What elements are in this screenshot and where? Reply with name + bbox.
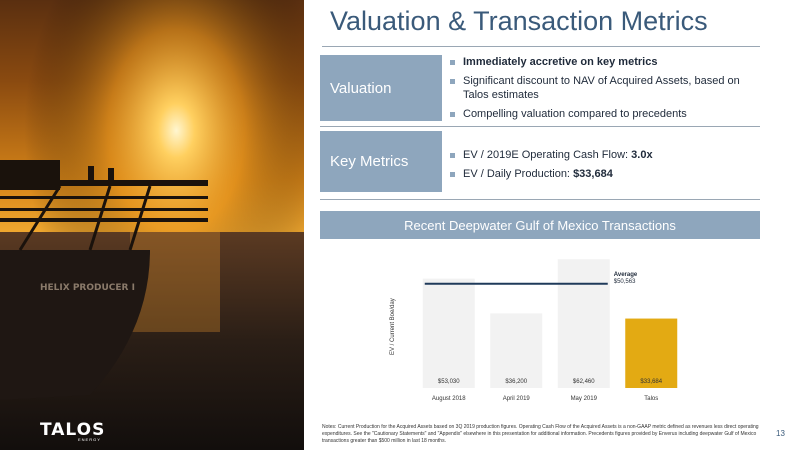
bar-talos — [625, 318, 678, 388]
title-divider — [322, 46, 760, 47]
bar-may-2019 — [557, 259, 610, 388]
bar-value-label: $62,460 — [573, 379, 595, 385]
valuation-bullet-3: Compelling valuation compared to precede… — [449, 107, 749, 121]
bar-april-2019 — [490, 313, 543, 388]
section-divider — [320, 126, 760, 127]
bullet-square-icon — [450, 79, 455, 84]
bullet-text: Immediately accretive on key metrics — [463, 56, 658, 68]
page-number: 13 — [776, 429, 785, 438]
bullet-value: $33,684 — [573, 168, 613, 180]
x-tick-label: Talos — [644, 396, 658, 402]
bar-value-label: $53,030 — [438, 379, 460, 385]
average-label: Average — [614, 272, 638, 278]
logo-text: TALOS — [40, 420, 106, 440]
bullet-value: 3.0x — [631, 149, 653, 161]
section-divider — [320, 199, 760, 200]
bullet-square-icon — [450, 60, 455, 65]
bullet-square-icon — [450, 112, 455, 117]
average-value-label: $50,563 — [614, 279, 636, 285]
bar-value-label: $33,684 — [640, 379, 662, 385]
banner-title: Recent Deepwater Gulf of Mexico Transact… — [404, 217, 676, 233]
sunset-platform-photo: HELIX PRODUCER I TALOS ENERGY — [0, 0, 304, 450]
key-metrics-bullet-2: EV / Daily Production: $33,684 — [449, 167, 749, 181]
valuation-bullet-1: Immediately accretive on key metrics — [449, 55, 749, 69]
valuation-label-box: Valuation — [320, 55, 442, 121]
footnotes: Notes: Current Production for the Acquir… — [322, 424, 759, 444]
photo-scene: HELIX PRODUCER I — [0, 0, 304, 450]
bar-august-2018 — [422, 278, 475, 388]
valuation-bullets: Immediately accretive on key metrics Sig… — [449, 55, 749, 126]
talos-logo: TALOS ENERGY — [40, 420, 120, 444]
bullet-text: Compelling valuation compared to precede… — [463, 108, 687, 120]
bullet-text: Significant discount to NAV of Acquired … — [463, 75, 740, 101]
bar-value-label: $36,200 — [505, 379, 527, 385]
x-tick-label: April 2019 — [503, 396, 531, 402]
ship-name-text: HELIX PRODUCER I — [40, 283, 135, 293]
logo-subtext: ENERGY — [78, 437, 101, 442]
x-tick-label: May 2019 — [571, 396, 598, 402]
key-metrics-label: Key Metrics — [330, 153, 409, 170]
key-metrics-bullets: EV / 2019E Operating Cash Flow: 3.0x EV … — [449, 148, 749, 186]
bullet-square-icon — [450, 153, 455, 158]
key-metrics-bullet-1: EV / 2019E Operating Cash Flow: 3.0x — [449, 148, 749, 162]
x-tick-label: August 2018 — [432, 396, 466, 402]
page-title: Valuation & Transaction Metrics — [330, 6, 708, 36]
transactions-bar-chart: $53,030 August 2018 $36,200 April 2019 $62,4… — [422, 259, 678, 402]
bullet-prefix: EV / Daily Production: — [463, 168, 574, 180]
valuation-label: Valuation — [330, 79, 392, 97]
bullet-prefix: EV / 2019E Operating Cash Flow: — [463, 149, 632, 161]
valuation-bullet-2: Significant discount to NAV of Acquired … — [449, 74, 749, 102]
bullet-square-icon — [450, 172, 455, 177]
transactions-banner: Recent Deepwater Gulf of Mexico Transact… — [320, 211, 760, 239]
key-metrics-label-box: Key Metrics — [320, 131, 442, 192]
